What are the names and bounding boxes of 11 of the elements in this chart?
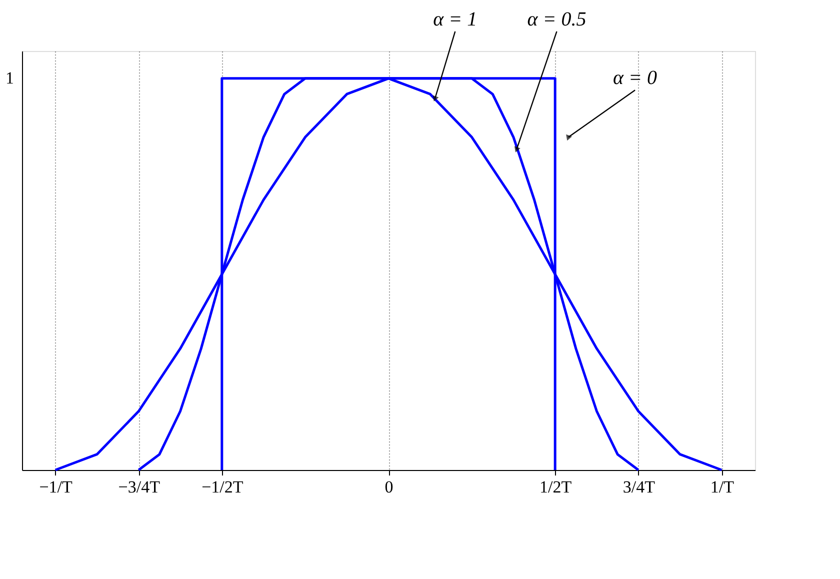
annotation: α = 0 <box>613 67 658 90</box>
text: 1 <box>6 68 14 88</box>
x-tick-label: −1/T <box>39 478 74 496</box>
x-tick-label: 3/4T <box>622 478 656 496</box>
x-tick-label: 1/2T <box>540 478 572 496</box>
annotation: α = 1 <box>433 8 478 30</box>
x-tick-label: 0 <box>384 478 394 496</box>
x-tick-label: 1/T <box>710 478 735 496</box>
x-tick-label: −3/4T <box>118 478 161 496</box>
x-tick-label: −1/2T <box>202 478 244 496</box>
annotation: α = 0.5 <box>527 8 586 30</box>
